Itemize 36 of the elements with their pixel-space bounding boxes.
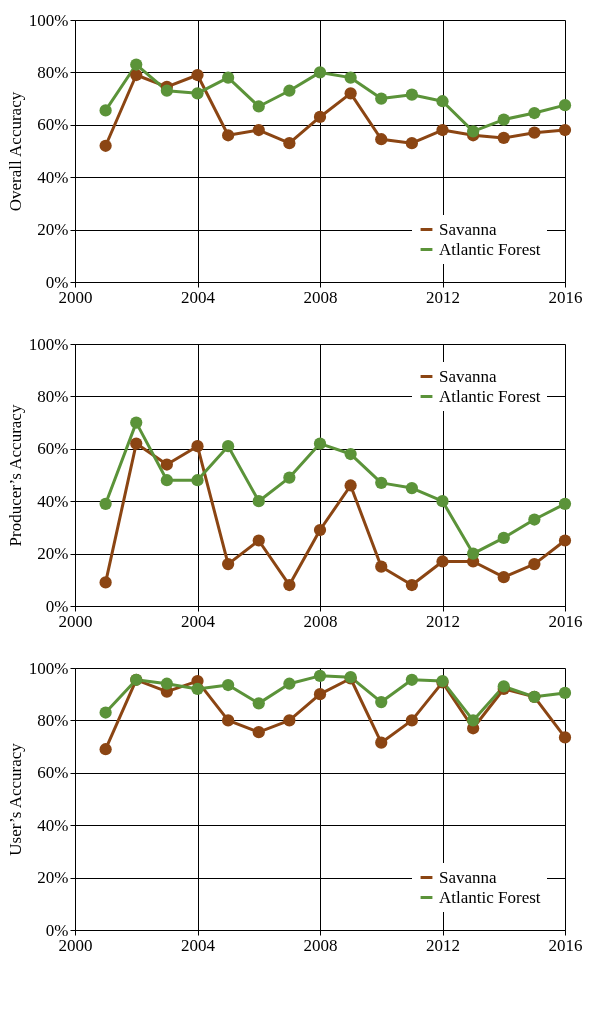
legend-label: Atlantic Forest bbox=[439, 386, 541, 406]
y-tick-label: 40% bbox=[37, 167, 69, 187]
y-tick-label: 20% bbox=[37, 220, 69, 240]
y-tick-label: 100% bbox=[28, 10, 69, 30]
x-tick-label: 2016 bbox=[548, 935, 583, 955]
y-tick-label: 20% bbox=[37, 544, 69, 564]
y-tick-label: 60% bbox=[37, 439, 69, 459]
x-tick-label: 2016 bbox=[548, 287, 583, 307]
y-axis-title: User’s Accuracy bbox=[5, 742, 25, 856]
x-tick-label: 2004 bbox=[181, 935, 216, 955]
x-tick-label: 2008 bbox=[303, 935, 338, 955]
y-axis-title: Overall Accuracy bbox=[5, 91, 25, 212]
y-axis-title: Producer’s Accuracy bbox=[5, 404, 25, 547]
x-tick-label: 2012 bbox=[426, 935, 460, 955]
y-tick-label: 20% bbox=[37, 868, 69, 888]
y-tick-label: 80% bbox=[37, 386, 69, 406]
legend-label: Atlantic Forest bbox=[439, 239, 541, 259]
y-tick-label: 40% bbox=[37, 815, 69, 835]
y-tick-label: 60% bbox=[37, 115, 69, 135]
y-tick-label: 80% bbox=[37, 710, 69, 730]
x-tick-label: 2004 bbox=[181, 611, 216, 631]
legend-label: Savanna bbox=[439, 219, 498, 239]
x-tick-label: 2008 bbox=[303, 611, 338, 631]
y-tick-label: 100% bbox=[28, 334, 69, 354]
x-tick-label: 2012 bbox=[426, 611, 460, 631]
legend-label: Savanna bbox=[439, 366, 498, 386]
y-tick-label: 40% bbox=[37, 491, 69, 511]
y-tick-label: 80% bbox=[37, 62, 69, 82]
x-tick-label: 2016 bbox=[548, 611, 583, 631]
x-tick-label: 2008 bbox=[303, 287, 338, 307]
legend-label: Savanna bbox=[439, 867, 498, 887]
x-tick-label: 2012 bbox=[426, 287, 460, 307]
y-tick-label: 60% bbox=[37, 763, 69, 783]
legend-label: Atlantic Forest bbox=[439, 887, 541, 907]
x-tick-label: 2004 bbox=[181, 287, 216, 307]
y-tick-label: 100% bbox=[28, 658, 69, 678]
